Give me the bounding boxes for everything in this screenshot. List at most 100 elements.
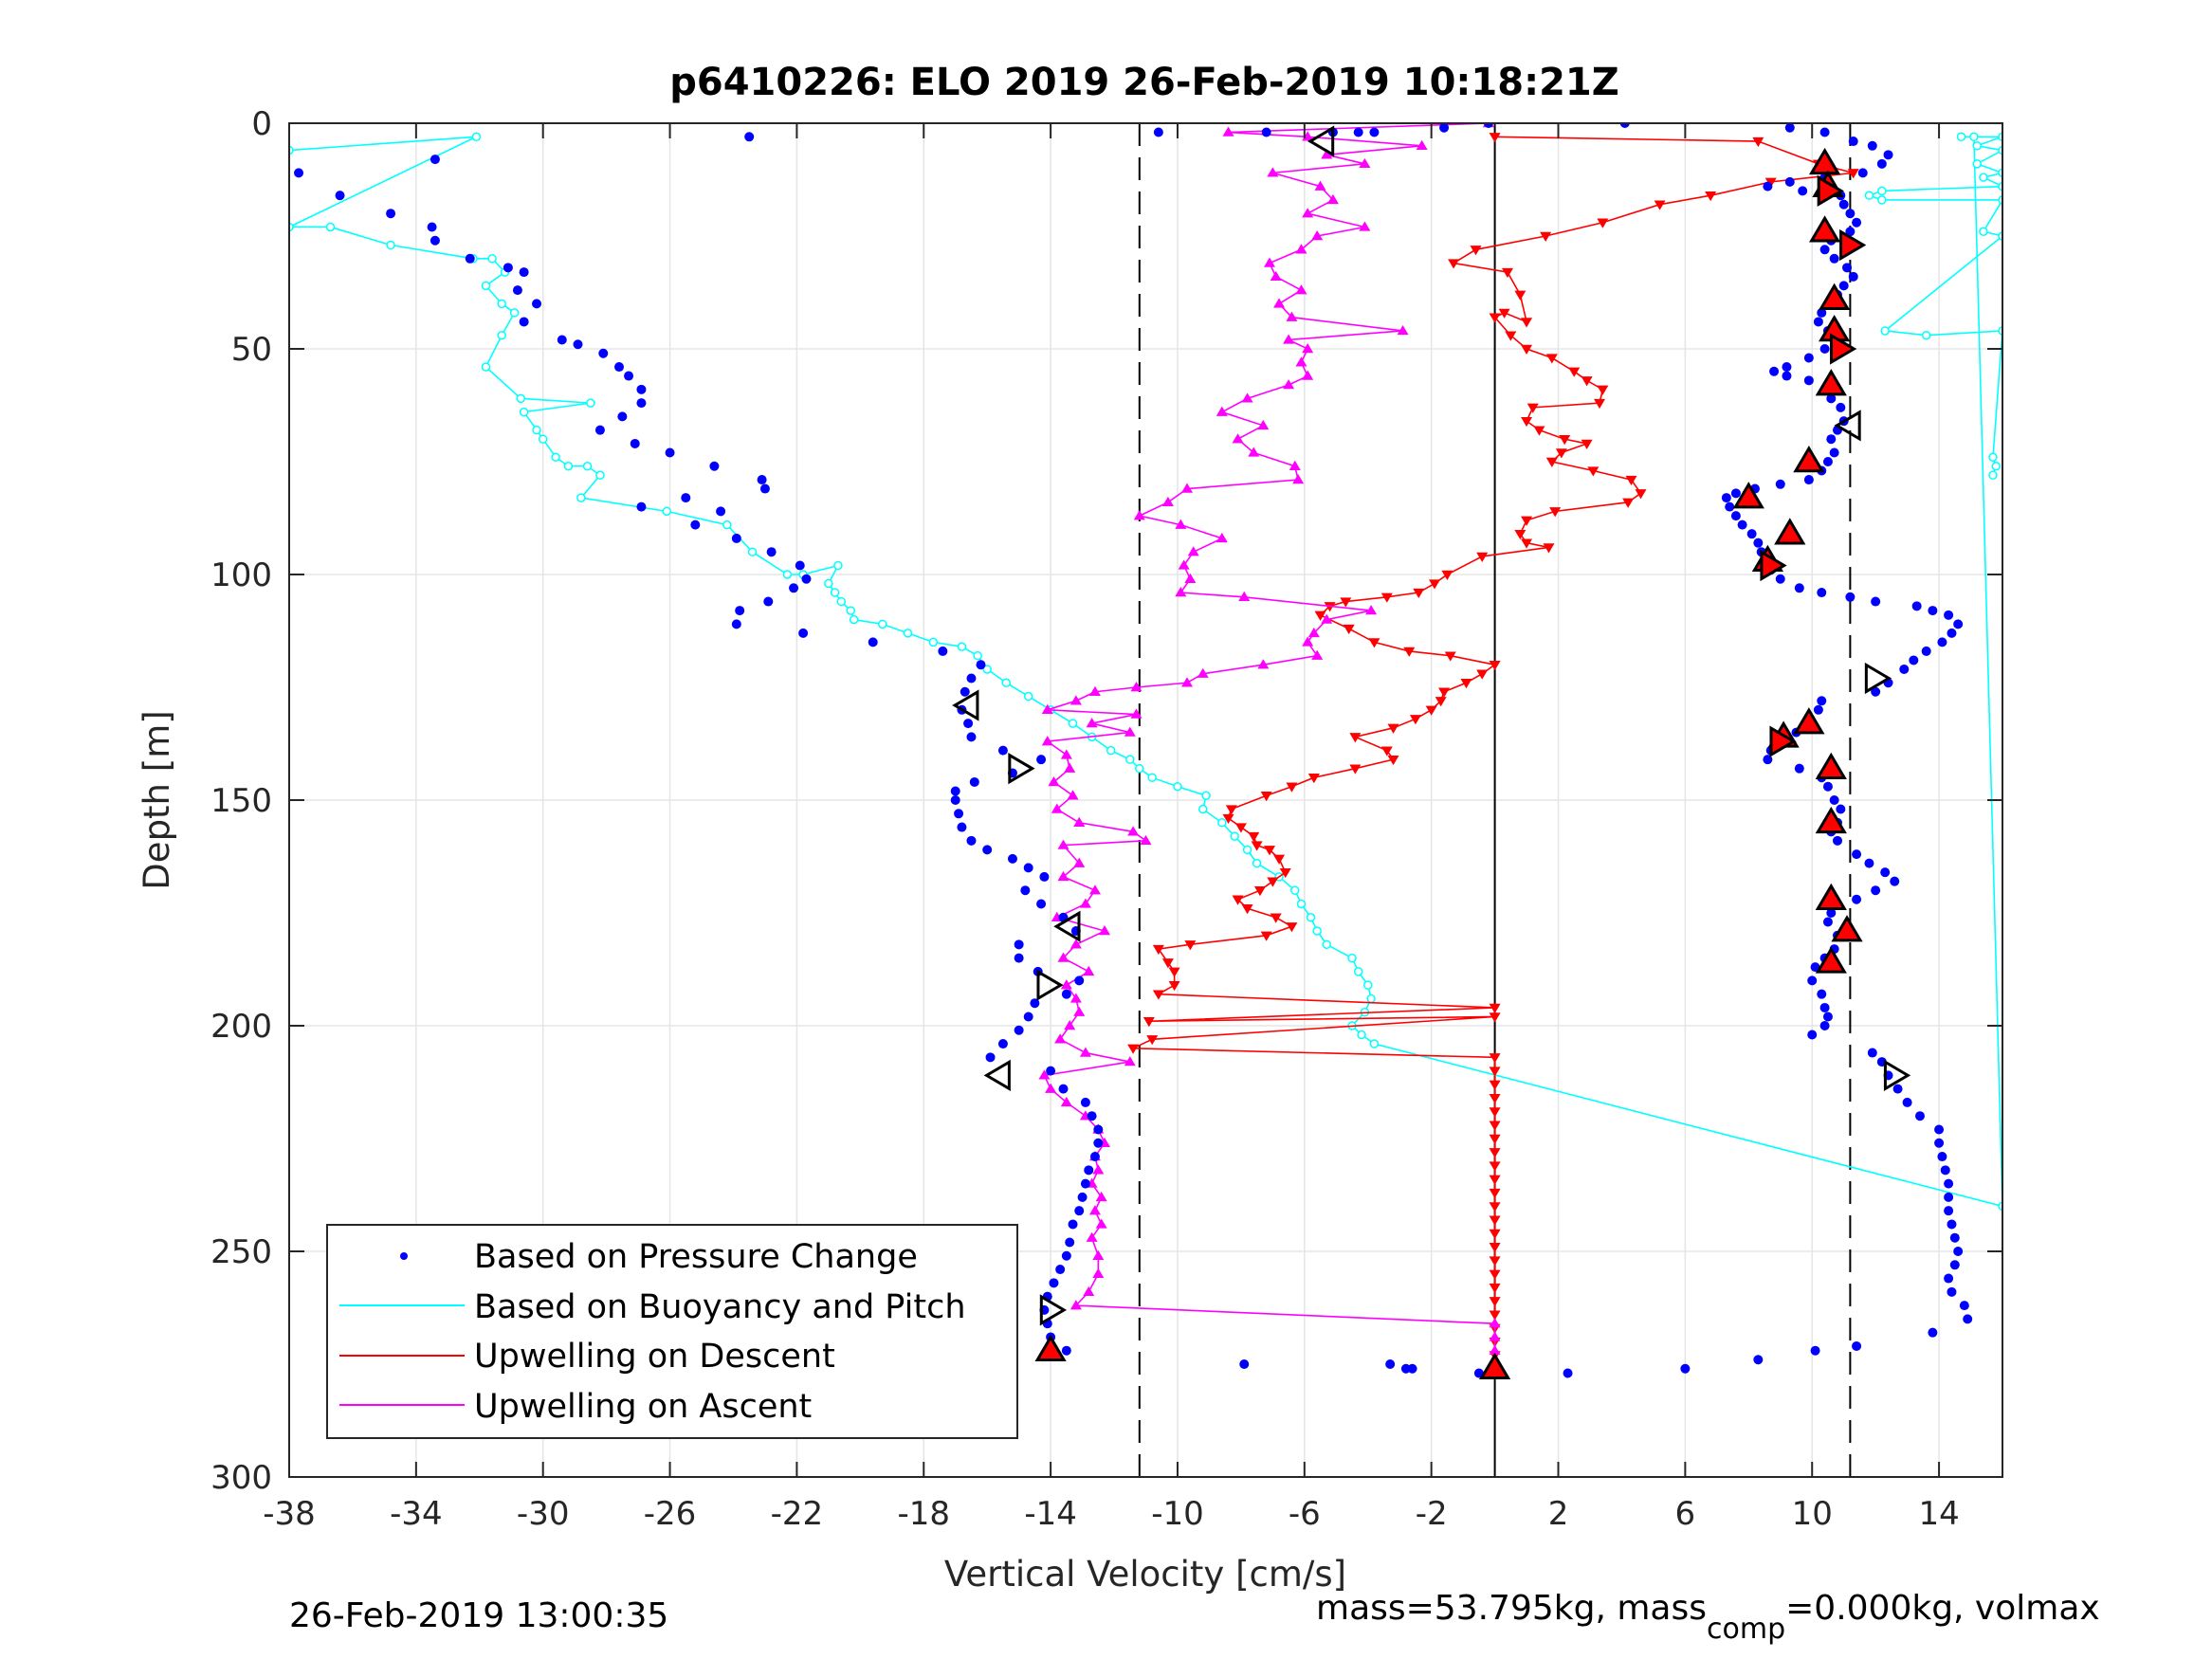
data-point-1-61 bbox=[1322, 939, 1331, 950]
data-point-2-79 bbox=[1286, 922, 1298, 933]
data-point-1-46 bbox=[1125, 755, 1135, 764]
data-point-2-87 bbox=[1489, 1003, 1501, 1013]
data-point-2-28 bbox=[1555, 448, 1567, 459]
clip-cover-top bbox=[0, 0, 2212, 123]
data-point-0-24 bbox=[709, 461, 720, 471]
data-point-2-101 bbox=[1489, 1175, 1501, 1185]
data-point-0-220 bbox=[1845, 209, 1856, 219]
marker-filled-up-7 bbox=[1732, 482, 1764, 509]
data-point-0-32 bbox=[766, 547, 777, 557]
data-point-0-167 bbox=[1937, 637, 1947, 647]
marker-open-left-3 bbox=[1053, 910, 1081, 942]
data-point-2-7 bbox=[1597, 218, 1609, 228]
data-point-2-19 bbox=[1568, 367, 1581, 377]
data-point-2-96 bbox=[1489, 1107, 1501, 1118]
data-point-3-1 bbox=[1489, 1344, 1501, 1355]
data-point-3-26 bbox=[1069, 993, 1082, 1003]
data-point-0-161 bbox=[1817, 696, 1827, 706]
data-point-3-98 bbox=[1321, 149, 1333, 159]
data-point-2-76 bbox=[1232, 895, 1244, 905]
data-point-0-14 bbox=[573, 339, 583, 350]
data-point-0-48 bbox=[997, 745, 1008, 756]
data-point-2-85 bbox=[1168, 980, 1180, 992]
data-point-3-86 bbox=[1273, 298, 1286, 308]
marker-filled-up-0 bbox=[1808, 147, 1841, 175]
data-point-0-219 bbox=[1852, 217, 1862, 228]
data-point-1-1 bbox=[471, 132, 482, 142]
data-point-2-24 bbox=[1521, 416, 1533, 428]
marker-open-right-3 bbox=[1883, 1059, 1911, 1091]
data-point-1-8 bbox=[481, 281, 491, 291]
data-point-3-47 bbox=[1124, 726, 1136, 737]
data-point-1-65 bbox=[1366, 994, 1376, 1004]
data-point-2-109 bbox=[1489, 1283, 1501, 1294]
data-point-1-86 bbox=[1880, 326, 1890, 336]
data-point-2-94 bbox=[1489, 1080, 1501, 1090]
data-point-3-48 bbox=[1086, 718, 1098, 728]
data-point-0-140 bbox=[1826, 908, 1837, 918]
data-point-0-88 bbox=[1061, 1250, 1071, 1261]
x-axis-label: Vertical Velocity [cm/s] bbox=[944, 1554, 1346, 1595]
data-point-3-25 bbox=[1073, 1006, 1086, 1016]
data-point-0-75 bbox=[1046, 1066, 1056, 1076]
data-point-0-22 bbox=[630, 438, 640, 448]
data-point-1-69 bbox=[1369, 1039, 1380, 1048]
data-point-2-47 bbox=[1343, 624, 1355, 635]
data-point-3-95 bbox=[1314, 180, 1326, 191]
data-point-0-33 bbox=[795, 560, 805, 571]
data-point-0-233 bbox=[1784, 122, 1795, 133]
data-point-0-52 bbox=[950, 786, 960, 796]
data-point-1-28 bbox=[833, 560, 843, 571]
data-point-1-19 bbox=[563, 462, 574, 471]
x-tick-label-1: -34 bbox=[390, 1495, 443, 1533]
data-point-0-10 bbox=[512, 285, 522, 296]
data-point-0-150 bbox=[1836, 804, 1846, 814]
data-point-0-70 bbox=[1030, 998, 1040, 1009]
data-point-2-70 bbox=[1251, 841, 1263, 851]
marker-filled-right-3 bbox=[1760, 549, 1787, 582]
data-point-2-107 bbox=[1489, 1256, 1501, 1267]
data-point-3-23 bbox=[1054, 1033, 1067, 1044]
marker-open-left-1 bbox=[1834, 410, 1861, 442]
data-point-2-84 bbox=[1168, 967, 1180, 977]
data-point-2-52 bbox=[1476, 669, 1489, 680]
data-point-0-116 bbox=[1944, 1206, 1954, 1216]
data-point-0-200 bbox=[1803, 375, 1814, 386]
data-point-0-68 bbox=[1074, 975, 1085, 986]
data-point-2-41 bbox=[1429, 579, 1441, 590]
data-point-0-202 bbox=[1769, 366, 1780, 376]
data-point-2-17 bbox=[1521, 344, 1533, 355]
data-point-3-90 bbox=[1295, 244, 1307, 254]
data-point-3-4 bbox=[1069, 1300, 1082, 1310]
data-point-0-46 bbox=[963, 719, 974, 729]
data-point-3-6 bbox=[1092, 1267, 1105, 1278]
data-point-2-20 bbox=[1581, 376, 1593, 387]
data-point-1-49 bbox=[1173, 781, 1182, 792]
data-point-1-45 bbox=[1106, 745, 1116, 756]
data-point-0-152 bbox=[1822, 781, 1833, 792]
data-point-0-81 bbox=[1089, 1152, 1100, 1162]
data-point-2-38 bbox=[1543, 543, 1555, 554]
data-point-0-53 bbox=[950, 795, 960, 805]
data-point-0-172 bbox=[1911, 601, 1922, 611]
data-point-1-51 bbox=[1197, 804, 1208, 814]
data-point-0-23 bbox=[665, 447, 675, 458]
data-point-0-62 bbox=[1036, 899, 1047, 909]
data-point-1-40 bbox=[1001, 678, 1012, 687]
data-point-1-15 bbox=[519, 407, 529, 417]
data-point-2-60 bbox=[1380, 746, 1393, 757]
data-point-3-20 bbox=[1038, 1069, 1051, 1080]
data-point-0-216 bbox=[1819, 245, 1830, 255]
data-point-0-182 bbox=[1746, 529, 1757, 539]
data-point-2-3 bbox=[1847, 169, 1859, 179]
data-point-2-71 bbox=[1264, 846, 1276, 856]
data-point-2-77 bbox=[1241, 904, 1253, 915]
data-point-2-30 bbox=[1587, 466, 1600, 477]
data-point-2-37 bbox=[1521, 538, 1533, 549]
data-point-1-37 bbox=[957, 642, 967, 651]
data-point-0-240 bbox=[1261, 127, 1271, 137]
x-tick-label-10: 2 bbox=[1548, 1495, 1569, 1533]
data-point-2-42 bbox=[1413, 588, 1425, 599]
data-point-2-103 bbox=[1489, 1202, 1501, 1212]
data-point-0-58 bbox=[1007, 853, 1017, 864]
